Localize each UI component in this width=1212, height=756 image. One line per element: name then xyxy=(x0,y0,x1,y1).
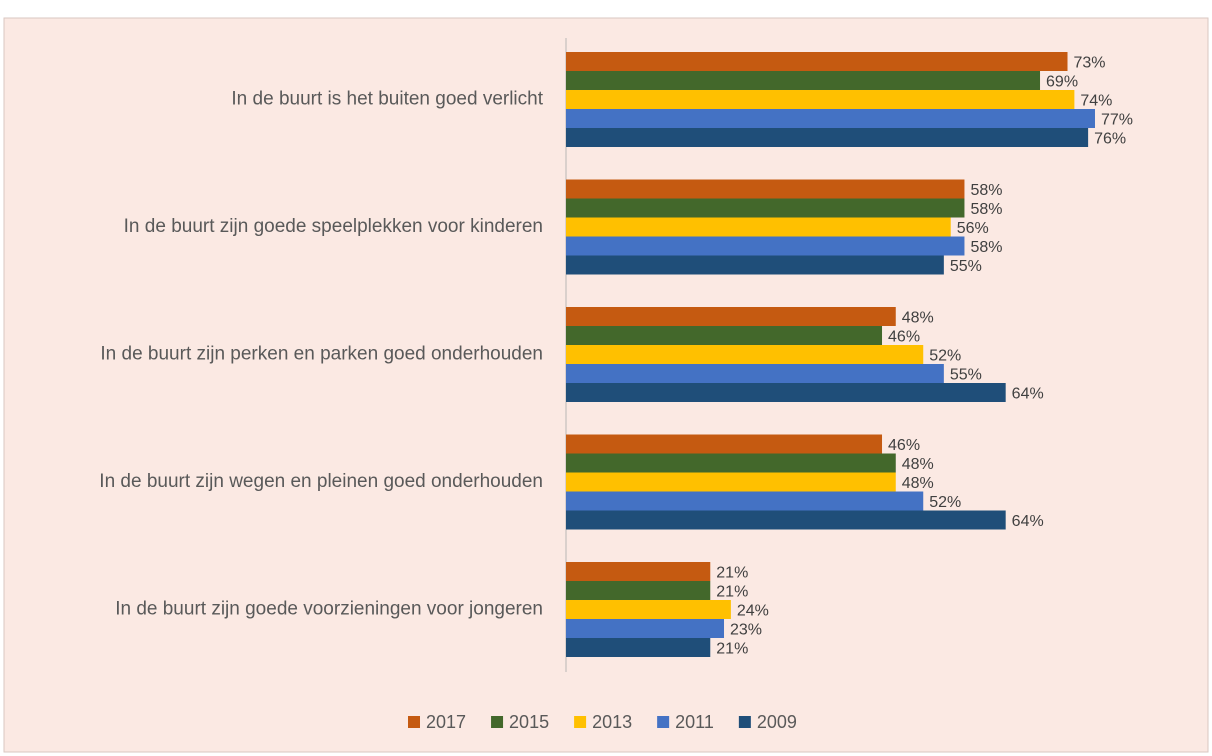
bar xyxy=(566,562,711,581)
legend-label: 2015 xyxy=(509,712,549,732)
bar xyxy=(566,619,725,638)
category-label: In de buurt is het buiten goed verlicht xyxy=(231,89,543,110)
value-label: 52% xyxy=(929,494,961,511)
value-label: 52% xyxy=(929,348,961,365)
value-label: 64% xyxy=(1012,386,1044,403)
value-label: 48% xyxy=(902,475,934,492)
legend-swatch xyxy=(574,716,587,728)
bar xyxy=(566,198,965,218)
value-label: 69% xyxy=(1046,74,1078,91)
category-label: In de buurt zijn wegen en pleinen goed o… xyxy=(99,471,543,492)
bar xyxy=(566,255,944,275)
legend-swatch xyxy=(657,716,670,728)
value-label: 76% xyxy=(1094,131,1126,148)
bar xyxy=(566,307,896,326)
bar xyxy=(566,109,1095,128)
bar xyxy=(566,472,896,492)
bar xyxy=(566,364,944,383)
bar xyxy=(566,600,731,619)
bar xyxy=(566,179,965,199)
bar xyxy=(566,236,965,256)
value-label: 21% xyxy=(716,584,748,601)
bar xyxy=(566,638,711,657)
bar xyxy=(566,491,924,511)
category-label: In de buurt zijn goede speelplekken voor… xyxy=(124,216,543,237)
category-label: In de buurt zijn perken en parken goed o… xyxy=(100,344,543,365)
bar xyxy=(566,345,924,364)
bar xyxy=(566,581,711,600)
bar xyxy=(566,434,883,454)
value-label: 46% xyxy=(888,329,920,346)
value-label: 73% xyxy=(1074,55,1106,72)
value-label: 48% xyxy=(902,456,934,473)
legend-label: 2011 xyxy=(675,712,714,732)
value-label: 56% xyxy=(957,220,989,237)
value-label: 24% xyxy=(737,603,769,620)
bar xyxy=(566,128,1089,147)
legend-swatch xyxy=(408,716,420,728)
legend-swatch xyxy=(738,716,751,728)
value-label: 74% xyxy=(1080,93,1112,110)
value-label: 55% xyxy=(950,367,982,384)
value-label: 58% xyxy=(970,182,1002,199)
bar xyxy=(566,71,1041,90)
legend-swatch xyxy=(491,716,504,728)
value-label: 58% xyxy=(970,201,1002,218)
value-label: 21% xyxy=(716,565,748,582)
value-label: 21% xyxy=(716,641,748,658)
bar xyxy=(566,383,1006,402)
legend-label: 2013 xyxy=(592,712,632,732)
category-label: In de buurt zijn goede voorzieningen voo… xyxy=(115,599,543,620)
value-label: 48% xyxy=(902,310,934,327)
bar xyxy=(566,453,896,473)
bar xyxy=(566,90,1075,109)
bar xyxy=(566,510,1006,530)
value-label: 55% xyxy=(950,258,982,275)
value-label: 58% xyxy=(970,239,1002,256)
legend-label: 2017 xyxy=(426,712,466,732)
bar xyxy=(566,52,1068,71)
value-label: 23% xyxy=(730,622,762,639)
legend-label: 2009 xyxy=(757,712,797,732)
bar xyxy=(566,326,883,345)
bar xyxy=(566,217,951,237)
value-label: 77% xyxy=(1101,112,1133,129)
value-label: 46% xyxy=(888,437,920,454)
value-label: 64% xyxy=(1012,513,1044,530)
